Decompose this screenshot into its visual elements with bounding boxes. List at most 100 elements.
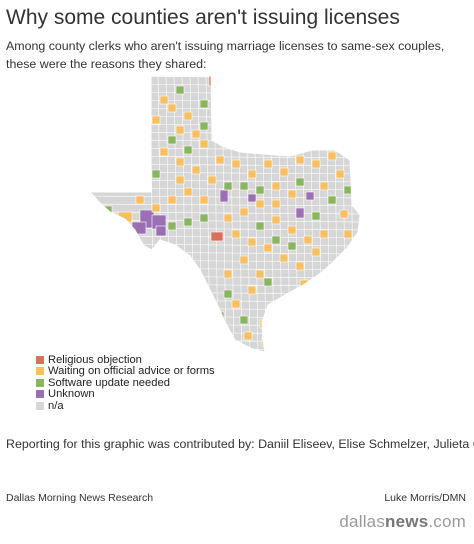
- county-shape[interactable]: [239, 255, 249, 265]
- county-shape[interactable]: [263, 243, 273, 253]
- county-shape[interactable]: [199, 121, 209, 131]
- county-shape[interactable]: [295, 155, 305, 165]
- county-shape[interactable]: [175, 157, 185, 167]
- county-shape[interactable]: [287, 189, 297, 199]
- county-shape[interactable]: [319, 229, 329, 239]
- county-shape[interactable]: [255, 185, 265, 195]
- county-border-line: [90, 107, 360, 111]
- county-shape[interactable]: [183, 187, 193, 197]
- county-shape[interactable]: [271, 215, 281, 225]
- legend-swatch-unknown: [36, 390, 44, 399]
- county-shape[interactable]: [183, 217, 193, 227]
- county-shape[interactable]: [167, 221, 177, 231]
- county-shape[interactable]: [311, 211, 321, 221]
- county-shape[interactable]: [343, 229, 353, 239]
- county-shape[interactable]: [159, 95, 169, 105]
- county-shape[interactable]: [311, 247, 321, 257]
- county-shape[interactable]: [223, 181, 233, 191]
- county-shape[interactable]: [247, 193, 257, 203]
- county-shape[interactable]: [287, 225, 297, 235]
- county-shape[interactable]: [199, 195, 209, 205]
- county-shape[interactable]: [255, 199, 265, 209]
- county-border-line: [90, 76, 360, 79]
- legend-item-na: n/a: [36, 400, 215, 412]
- county-shape[interactable]: [239, 207, 249, 217]
- county-shape[interactable]: [327, 195, 337, 205]
- county-shape[interactable]: [223, 269, 233, 279]
- county-shape[interactable]: [219, 189, 229, 203]
- county-shape[interactable]: [135, 195, 145, 205]
- county-shape[interactable]: [199, 99, 209, 109]
- county-shape[interactable]: [255, 269, 265, 279]
- county-shape[interactable]: [210, 231, 224, 242]
- county-shape[interactable]: [215, 133, 225, 143]
- county-border-line: [90, 91, 360, 95]
- county-shape[interactable]: [199, 213, 209, 223]
- logo-suffix: .com: [428, 512, 466, 531]
- county-shape[interactable]: [208, 76, 216, 87]
- legend-item-unknown: Unknown: [36, 388, 215, 400]
- county-shape[interactable]: [223, 213, 233, 223]
- county-shape[interactable]: [247, 169, 257, 179]
- logo-bold: news: [385, 512, 429, 531]
- county-shape[interactable]: [207, 175, 217, 185]
- county-shape[interactable]: [247, 237, 257, 247]
- legend-item-waiting: Waiting on official advice or forms: [36, 365, 215, 378]
- county-shape[interactable]: [175, 85, 185, 95]
- county-shape[interactable]: [263, 277, 273, 287]
- county-shape[interactable]: [279, 167, 289, 177]
- county-shape[interactable]: [271, 199, 281, 209]
- county-shape[interactable]: [319, 181, 329, 191]
- county-shape[interactable]: [151, 203, 161, 213]
- county-shape[interactable]: [151, 115, 161, 125]
- county-shape[interactable]: [303, 235, 313, 245]
- county-shape[interactable]: [287, 241, 297, 251]
- county-shape[interactable]: [159, 147, 169, 157]
- county-shape[interactable]: [183, 111, 193, 121]
- county-shape[interactable]: [215, 155, 225, 165]
- legend-swatch-religious: [36, 355, 44, 364]
- county-shape[interactable]: [231, 229, 241, 239]
- county-shape[interactable]: [183, 145, 193, 155]
- county-shape[interactable]: [199, 139, 209, 149]
- county-shape[interactable]: [175, 175, 185, 185]
- county-shape[interactable]: [175, 125, 185, 135]
- county-shape[interactable]: [271, 235, 281, 245]
- county-shape[interactable]: [231, 159, 241, 169]
- map-legend: Religious objection Waiting on official …: [36, 354, 215, 412]
- county-shape[interactable]: [271, 181, 281, 191]
- county-shape[interactable]: [191, 129, 201, 139]
- county-shape[interactable]: [295, 261, 305, 271]
- legend-item-religious: Religious objection: [36, 354, 215, 366]
- county-shape[interactable]: [191, 165, 201, 175]
- county-shape[interactable]: [167, 103, 177, 113]
- county-shape[interactable]: [295, 177, 305, 187]
- county-shape[interactable]: [151, 169, 161, 179]
- county-shape[interactable]: [305, 191, 315, 201]
- legend-item-software: Software update needed: [36, 377, 215, 389]
- county-shape[interactable]: [239, 181, 249, 191]
- county-shape[interactable]: [335, 169, 345, 179]
- county-shape[interactable]: [243, 331, 253, 341]
- county-shape[interactable]: [167, 135, 177, 145]
- legend-label-waiting: Waiting on official advice or forms: [48, 365, 215, 378]
- county-shape[interactable]: [255, 221, 265, 231]
- county-shape[interactable]: [295, 207, 305, 219]
- county-shape[interactable]: [247, 285, 257, 295]
- county-shape[interactable]: [279, 253, 289, 263]
- county-shape[interactable]: [311, 159, 321, 169]
- county-shape[interactable]: [259, 319, 269, 329]
- county-shape[interactable]: [239, 315, 249, 325]
- county-shape[interactable]: [131, 221, 147, 235]
- legend-label-software: Software update needed: [48, 376, 170, 389]
- county-shape[interactable]: [223, 289, 233, 299]
- county-shape[interactable]: [167, 195, 177, 205]
- county-shape[interactable]: [263, 159, 273, 169]
- county-shape[interactable]: [339, 209, 349, 219]
- county-shape[interactable]: [155, 225, 167, 237]
- county-shape[interactable]: [231, 299, 241, 309]
- county-shape[interactable]: [327, 151, 337, 161]
- dallasnews-logo[interactable]: dallasnews.com: [339, 512, 466, 532]
